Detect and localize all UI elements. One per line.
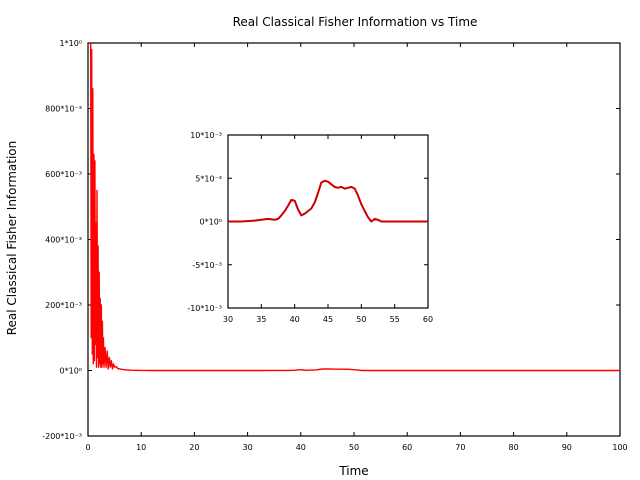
main-x-tick-label: 30	[243, 443, 253, 452]
inset-x-tick-label: 35	[256, 315, 266, 324]
main-y-tick-label: 0*10⁰	[60, 367, 82, 376]
inset-y-tick-label: -10*10⁻³	[187, 304, 222, 313]
inset-x-tick-label: 60	[423, 315, 433, 324]
chart-title: Real Classical Fisher Information vs Tim…	[233, 15, 478, 29]
inset-x-tick-label: 55	[390, 315, 400, 324]
inset-x-tick-label: 50	[356, 315, 366, 324]
main-y-tick-label: 1*10⁰	[60, 39, 82, 48]
main-y-tick-label: 400*10⁻³	[45, 236, 82, 245]
inset-y-tick-label: 10*10⁻³	[190, 131, 222, 140]
main-x-tick-label: 90	[562, 443, 572, 452]
main-x-tick-label: 50	[349, 443, 359, 452]
inset-y-tick-label: 0*10⁰	[200, 218, 222, 227]
inset-x-tick-label: 30	[223, 315, 233, 324]
main-x-tick-label: 40	[296, 443, 306, 452]
main-series-line	[89, 42, 620, 372]
main-x-tick-label: 100	[612, 443, 627, 452]
main-y-tick-label: 600*10⁻³	[45, 170, 82, 179]
inset-plot-area: 30 35 40 45 50 55 60 -10*10⁻³ -5*10⁻³ 0*10⁰ 5*10⁻³…	[187, 131, 433, 324]
main-x-tick-label: 70	[455, 443, 465, 452]
main-y-tick-label: -200*10⁻³	[42, 432, 82, 441]
main-plot-area: 0 10 20 30 40 50 60 70 80 90 100 -200*10⁻³ 0*10⁰ 200*…	[42, 39, 627, 452]
y-axis-title: Real Classical Fisher Information	[5, 141, 19, 336]
inset-x-tick-label: 45	[323, 315, 333, 324]
inset-y-tick-label: -5*10⁻³	[192, 261, 222, 270]
inset-y-tick-label: 5*10⁻³	[195, 174, 222, 183]
main-x-tick-label: 80	[509, 443, 519, 452]
main-y-tick-label: 200*10⁻³	[45, 301, 82, 310]
inset-series-line	[228, 179, 428, 223]
main-plot-frame	[87, 42, 621, 437]
main-x-tick-label: 0	[85, 443, 90, 452]
x-axis-title: Time	[338, 464, 368, 478]
main-x-tick-label: 20	[189, 443, 199, 452]
main-x-tick-label: 60	[402, 443, 412, 452]
main-y-tick-label: 800*10⁻³	[45, 105, 82, 114]
inset-x-tick-label: 40	[290, 315, 300, 324]
main-x-tick-label: 10	[136, 443, 146, 452]
